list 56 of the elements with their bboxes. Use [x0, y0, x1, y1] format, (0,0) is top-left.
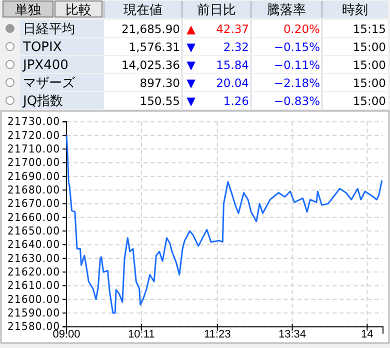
text: 現在値: [124, 3, 162, 18]
text: 897.30: [140, 76, 180, 90]
text: ▼: [186, 40, 196, 54]
y-tick-label: 21620.00: [8, 266, 60, 279]
y-tick-label: 21600.00: [8, 292, 60, 306]
text: 前日比: [197, 3, 236, 18]
line-series: [66, 134, 383, 314]
y-tick-label: 21730.00: [8, 115, 60, 128]
text: 15:15: [352, 22, 386, 36]
text: 150.55: [140, 94, 180, 108]
y-tick-label: 21710.00: [8, 142, 60, 156]
y-tick-label: 21660.00: [8, 210, 60, 224]
text: ▼: [186, 58, 196, 72]
x-tick-label: 11:23: [204, 328, 231, 341]
y-tick-label: 21690.00: [8, 170, 60, 183]
y-tick-label: 21610.00: [8, 279, 60, 292]
y-tick-label: 21680.00: [8, 184, 60, 197]
text: 騰落率: [267, 2, 306, 18]
text: 15:00: [352, 40, 386, 54]
text: 15:00: [352, 94, 386, 108]
text: JPX400: [22, 58, 68, 73]
text: ▼: [186, 94, 196, 108]
x-tick-label: 13:34: [278, 328, 306, 341]
text: −2.18%: [274, 76, 320, 90]
text: TOPIX: [22, 40, 62, 55]
text: 15:00: [352, 58, 386, 72]
x-tick-label: 10:11: [128, 328, 155, 341]
text: −0.11%: [274, 58, 320, 72]
text: 1,576.31: [128, 40, 180, 54]
text: 日経平均: [23, 22, 75, 37]
text: ▲: [186, 22, 196, 36]
text: −0.15%: [274, 40, 320, 54]
text: 15:00: [352, 76, 386, 90]
y-tick-label: 21700.00: [8, 156, 60, 170]
y-tick-label: 21670.00: [8, 197, 60, 210]
x-tick-label: 14: [361, 328, 374, 341]
text: 単独: [15, 3, 41, 18]
y-tick-label: 21650.00: [8, 224, 60, 238]
y-tick-label: 21630.00: [8, 252, 60, 265]
text: 21,685.90: [121, 22, 180, 36]
text: −0.83%: [274, 94, 320, 108]
text: 14,025.36: [121, 58, 180, 72]
text: 0.20%: [283, 22, 320, 36]
y-tick-label: 21720.00: [8, 128, 60, 142]
text: JQ指数: [22, 94, 64, 109]
text: 2.32: [223, 40, 249, 54]
y-tick-label: 21590.00: [8, 306, 60, 320]
text: 1.26: [223, 94, 249, 108]
text: 15.84: [216, 58, 249, 72]
text: ▼: [186, 76, 196, 90]
text: 時刻: [342, 3, 368, 18]
text: 42.37: [216, 22, 249, 36]
text: マザーズ: [23, 76, 76, 91]
y-tick-label: 21640.00: [8, 238, 60, 252]
text: 20.04: [216, 76, 249, 90]
text: 比較: [66, 3, 92, 18]
